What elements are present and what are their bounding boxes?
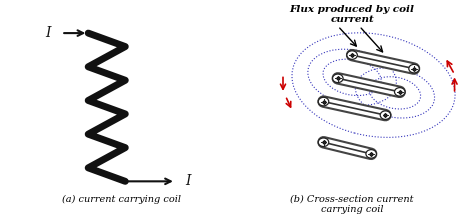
- Circle shape: [333, 74, 343, 83]
- Circle shape: [347, 51, 357, 59]
- Circle shape: [409, 64, 419, 73]
- Text: Flux produced by coil
current: Flux produced by coil current: [290, 5, 415, 24]
- Text: I: I: [185, 174, 191, 188]
- Circle shape: [394, 88, 405, 96]
- Text: I: I: [45, 26, 51, 40]
- Text: (a) current carrying coil: (a) current carrying coil: [63, 195, 182, 204]
- Circle shape: [318, 97, 329, 106]
- Circle shape: [318, 138, 329, 146]
- Text: (b) Cross-section current
carrying coil: (b) Cross-section current carrying coil: [291, 195, 414, 214]
- Circle shape: [366, 150, 376, 158]
- Circle shape: [380, 111, 391, 119]
